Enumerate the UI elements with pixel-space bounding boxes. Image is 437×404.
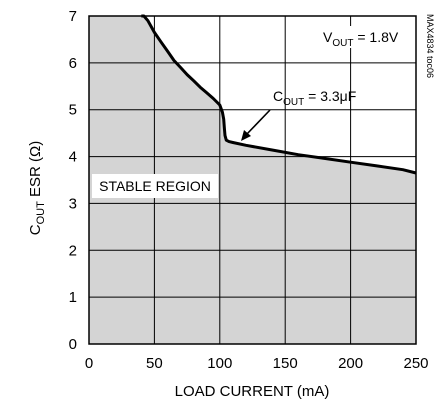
- stable-region-area: [89, 16, 416, 344]
- y-tick-label-4: 4: [69, 149, 77, 166]
- x-tick-label-150: 150: [273, 355, 298, 372]
- x-tick-label-0: 0: [85, 355, 93, 372]
- x-tick-label-200: 200: [338, 355, 363, 372]
- cout-arrow-line: [245, 109, 271, 136]
- y-tick-label-5: 5: [69, 102, 77, 119]
- stable-region-fill: [89, 16, 416, 344]
- y-tick-label-7: 7: [69, 8, 77, 25]
- y-tick-labels: 0 1 2 3 4 5 6 7: [69, 8, 77, 353]
- y-tick-label-1: 1: [69, 289, 77, 306]
- esr-curve: [141, 14, 417, 175]
- grid: [88, 15, 417, 345]
- x-axis-title: LOAD CURRENT (mA): [175, 383, 330, 400]
- esr-curve-line: [141, 14, 417, 175]
- x-tick-label-50: 50: [146, 355, 163, 372]
- plot-frame: [88, 15, 417, 345]
- x-tick-label-100: 100: [207, 355, 232, 372]
- y-tick-label-0: 0: [69, 336, 77, 353]
- x-tick-labels: 0 50 100 150 200 250: [85, 355, 429, 372]
- stable-region-label-bg: [92, 174, 218, 198]
- y-tick-label-3: 3: [69, 195, 77, 212]
- vout-label-bg: [318, 26, 412, 48]
- figure-id: MAX4834 toc06: [425, 14, 435, 78]
- x-tick-label-250: 250: [403, 355, 428, 372]
- vout-annotation: VOUT = 1.8V: [323, 29, 399, 49]
- cout-annotation: COUT = 3.3μF: [273, 88, 356, 108]
- y-tick-label-6: 6: [69, 55, 77, 72]
- y-axis-title: COUT ESR (Ω): [27, 141, 47, 235]
- y-tick-label-2: 2: [69, 242, 77, 259]
- plot-border: [88, 15, 417, 345]
- stable-region-label: STABLE REGION: [99, 178, 211, 194]
- cout-arrow-head: [241, 130, 251, 141]
